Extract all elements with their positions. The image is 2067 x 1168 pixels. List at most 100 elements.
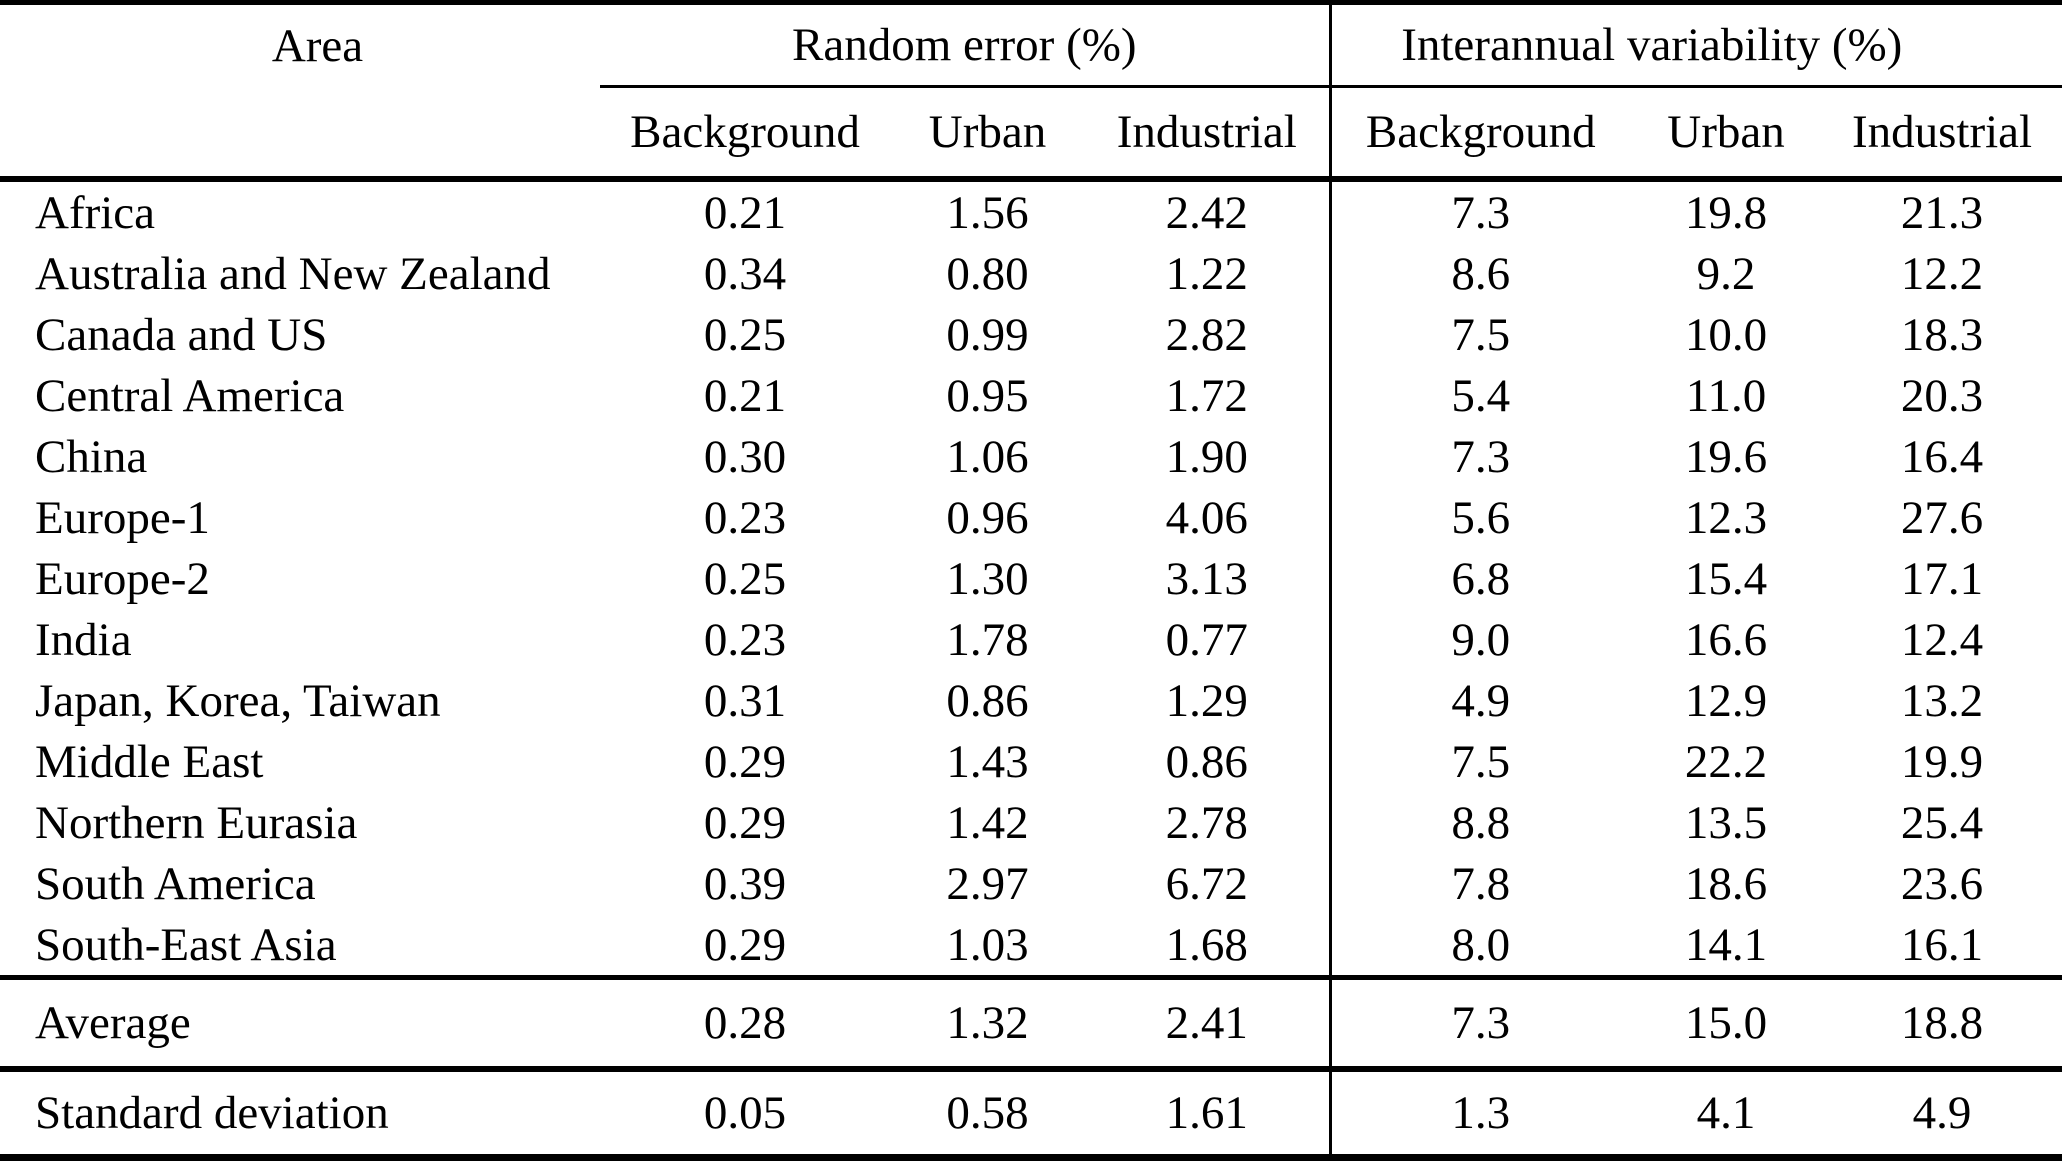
value-cell: 1.68 [1165, 918, 1248, 971]
value-cell: 7.3 [1328, 426, 1631, 487]
value-cell: 6.72 [1165, 857, 1248, 910]
table-row: Africa 0.21 1.56 2.42 7.3 19.8 21.3 [0, 179, 2062, 243]
value-cell: 0.86 [946, 674, 1029, 727]
value-cell: 0.30 [703, 430, 787, 483]
value-cell: 15.0 [1630, 975, 1823, 1069]
value-cell: 8.0 [1328, 914, 1631, 978]
value-cell: 8.8 [1328, 792, 1631, 853]
table-row: China 0.30 1.06 1.90 7.3 19.6 16.4 [0, 426, 2062, 487]
table-row: South America 0.39 2.97 6.72 7.8 18.6 23… [0, 853, 2062, 914]
value-cell: 1.78 [946, 613, 1029, 666]
column-header-iav-industrial: Industrial [1822, 86, 2063, 182]
value-cell: 1.29 [1165, 674, 1248, 727]
column-header-area: Area [0, 2, 600, 182]
table-row: Canada and US 0.25 0.99 2.82 7.5 10.0 18… [0, 304, 2062, 365]
area-cell: Europe-1 [35, 491, 210, 544]
area-cell: India [35, 613, 132, 666]
value-cell: 11.0 [1685, 369, 1767, 422]
area-cell: South America [35, 857, 316, 910]
value-cell: 12.3 [1684, 491, 1768, 544]
table-row: Japan, Korea, Taiwan 0.31 0.86 1.29 4.9 … [0, 670, 2062, 731]
value-cell: 0.99 [946, 308, 1029, 361]
area-cell: Africa [35, 186, 156, 239]
value-cell: 17.1 [1900, 552, 1984, 605]
value-cell: 1.42 [946, 796, 1029, 849]
value-cell: 6.8 [1328, 548, 1631, 609]
value-cell: 2.42 [1165, 186, 1248, 239]
value-cell: 20.3 [1900, 369, 1984, 422]
value-cell: 12.4 [1900, 613, 1984, 666]
value-cell: 1.06 [946, 430, 1029, 483]
value-cell: 1.3 [1328, 1066, 1631, 1158]
value-cell: 0.80 [946, 247, 1029, 300]
value-cell: 1.61 [1085, 1066, 1331, 1158]
value-cell: 25.4 [1900, 796, 1984, 849]
value-cell: 1.22 [1165, 247, 1248, 300]
value-cell: 0.29 [703, 918, 787, 971]
group-header-interannual-variability: Interannual variability (%) [1328, 2, 2063, 88]
value-cell: 18.3 [1900, 308, 1984, 361]
value-cell: 14.1 [1684, 918, 1768, 971]
value-cell: 16.1 [1900, 918, 1984, 971]
value-cell: 1.56 [946, 186, 1029, 239]
value-cell: 2.78 [1165, 796, 1248, 849]
value-cell: 1.30 [946, 552, 1029, 605]
value-cell: 9.2 [1696, 247, 1756, 300]
column-header-re-industrial: Industrial [1085, 86, 1331, 182]
header-row-columns: Background Urban Industrial Background U… [0, 86, 2063, 182]
table-body: Africa 0.21 1.56 2.42 7.3 19.8 21.3 Aust… [0, 179, 2062, 978]
value-cell: 0.29 [703, 735, 787, 788]
table-row: Central America 0.21 0.95 1.72 5.4 11.0 … [0, 365, 2062, 426]
value-cell: 13.2 [1900, 674, 1984, 727]
value-cell: 19.8 [1684, 186, 1768, 239]
value-cell: 0.96 [946, 491, 1029, 544]
area-cell: South-East Asia [35, 918, 337, 971]
area-cell: Northern Eurasia [35, 796, 358, 849]
area-cell: Japan, Korea, Taiwan [35, 674, 441, 727]
column-header-iav-urban: Urban [1630, 86, 1823, 182]
table-row: Europe-2 0.25 1.30 3.13 6.8 15.4 17.1 [0, 548, 2062, 609]
value-cell: 22.2 [1684, 735, 1768, 788]
value-cell: 3.13 [1165, 552, 1248, 605]
value-cell: 2.41 [1085, 975, 1331, 1069]
table-header: Area Random error (%) Interannual variab… [0, 2, 2063, 182]
area-cell: China [35, 430, 148, 483]
value-cell: 19.6 [1684, 430, 1768, 483]
value-cell: 0.77 [1165, 613, 1248, 666]
value-cell: 8.6 [1328, 243, 1631, 304]
area-cell: Canada and US [35, 308, 328, 361]
value-cell: 27.6 [1900, 491, 1984, 544]
value-cell: 0.23 [703, 613, 787, 666]
value-cell: 5.6 [1328, 487, 1631, 548]
table-row: Europe-1 0.23 0.96 4.06 5.6 12.3 27.6 [0, 487, 2062, 548]
value-cell: 9.0 [1328, 609, 1631, 670]
value-cell: 12.2 [1900, 247, 1984, 300]
value-cell: 23.6 [1900, 857, 1984, 910]
value-cell: 1.72 [1165, 369, 1248, 422]
value-cell: 7.3 [1328, 179, 1631, 243]
value-cell: 0.05 [600, 1066, 890, 1158]
value-cell: 0.39 [703, 857, 787, 910]
value-cell: 18.8 [1822, 975, 2063, 1069]
value-cell: 1.03 [946, 918, 1029, 971]
value-cell: 0.58 [890, 1066, 1085, 1158]
value-cell: 18.6 [1684, 857, 1768, 910]
value-cell: 0.21 [703, 186, 787, 239]
value-cell: 13.5 [1684, 796, 1768, 849]
value-cell: 7.8 [1328, 853, 1631, 914]
value-cell: 0.86 [1165, 735, 1248, 788]
value-cell: 4.1 [1630, 1066, 1823, 1158]
table-summary: Average 0.28 1.32 2.41 7.3 15.0 18.8 Sta… [0, 975, 2063, 1158]
value-cell: 4.06 [1165, 491, 1248, 544]
value-cell: 7.5 [1328, 731, 1631, 792]
value-cell: 2.97 [946, 857, 1029, 910]
area-cell: Europe-2 [35, 552, 210, 605]
group-header-random-error: Random error (%) [600, 2, 1331, 88]
area-cell: Australia and New Zealand [35, 247, 551, 300]
table-row: Australia and New Zealand 0.34 0.80 1.22… [0, 243, 2062, 304]
table-row: India 0.23 1.78 0.77 9.0 16.6 12.4 [0, 609, 2062, 670]
value-cell: 0.25 [703, 552, 787, 605]
value-cell: 7.5 [1328, 304, 1631, 365]
value-cell: 0.21 [703, 369, 787, 422]
